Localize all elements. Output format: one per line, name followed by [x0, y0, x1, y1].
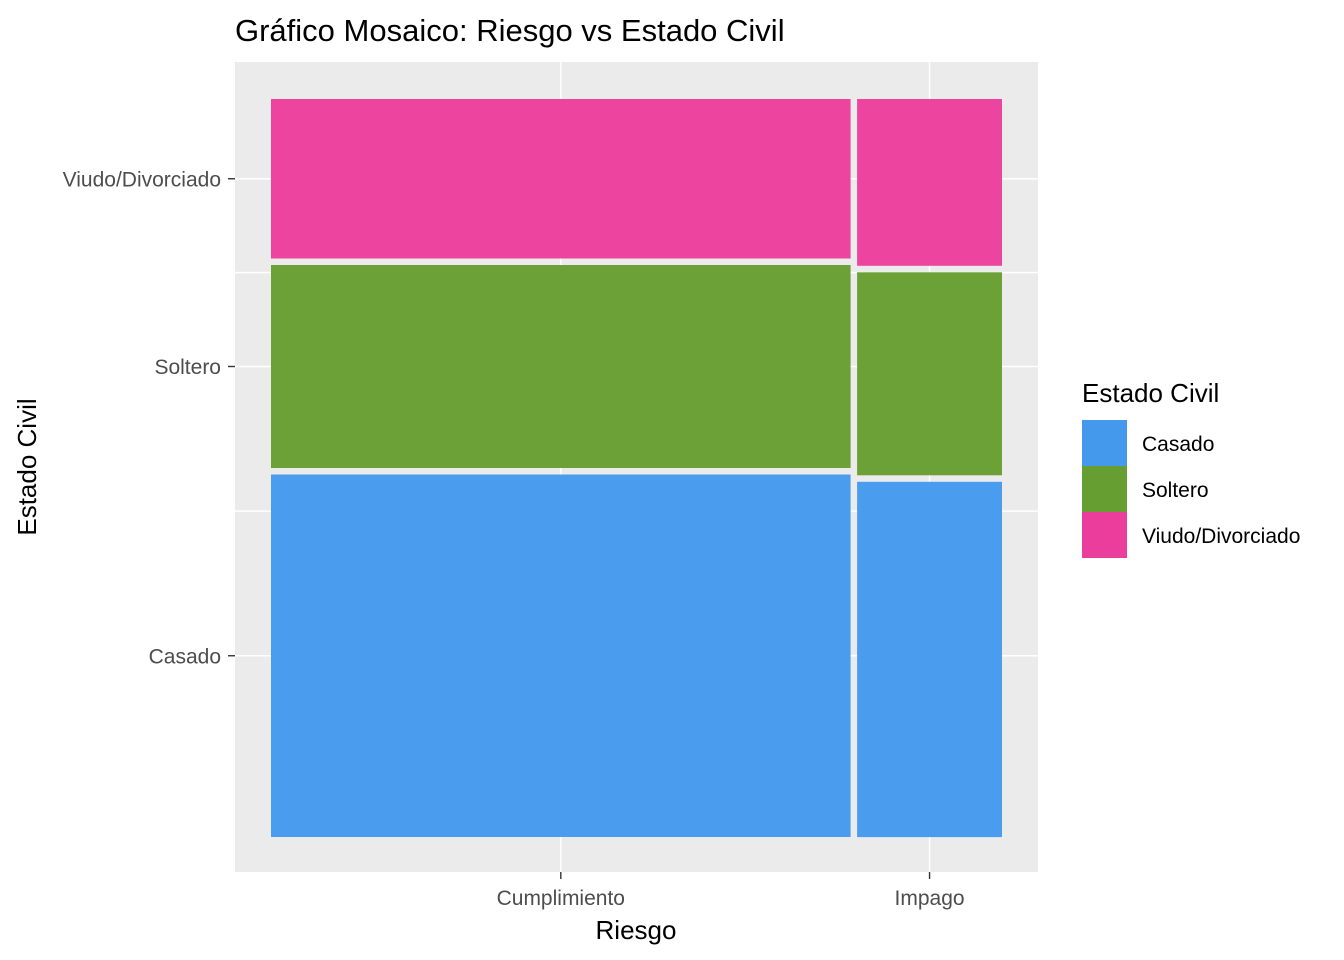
- y-tick-label-soltero: Soltero: [154, 356, 221, 379]
- tile-cumplimiento-viudo-divorciado: [271, 99, 851, 259]
- x-tick-label-impago: Impago: [895, 887, 965, 910]
- x-axis-title: Riesgo: [596, 915, 677, 945]
- chart-title: Gráfico Mosaico: Riesgo vs Estado Civil: [235, 13, 785, 48]
- mosaic-tiles: [271, 99, 1002, 838]
- legend-title: Estado Civil: [1082, 378, 1219, 408]
- tile-impago-casado: [857, 481, 1002, 838]
- y-tick-label-casado: Casado: [149, 645, 221, 668]
- tile-impago-soltero: [857, 272, 1002, 476]
- legend-key-casado: [1082, 420, 1127, 466]
- legend-label-viudo-divorciado: Viudo/Divorciado: [1142, 525, 1300, 548]
- legend-key-viudo-divorciado: [1082, 512, 1127, 558]
- x-axis: Cumplimiento Impago: [497, 872, 965, 910]
- y-axis-title: Estado Civil: [12, 398, 42, 535]
- y-tick-label-viudo-divorciado: Viudo/Divorciado: [63, 168, 221, 191]
- y-axis: Casado Soltero Viudo/Divorciado: [63, 168, 235, 668]
- tile-impago-viudo-divorciado: [857, 99, 1002, 266]
- tile-cumplimiento-casado: [271, 474, 851, 837]
- x-tick-label-cumplimiento: Cumplimiento: [497, 887, 625, 910]
- legend-key-soltero: [1082, 466, 1127, 512]
- legend-label-soltero: Soltero: [1142, 479, 1209, 502]
- legend-label-casado: Casado: [1142, 433, 1214, 456]
- legend: Estado Civil Casado Soltero Viudo/Divorcia…: [1082, 378, 1300, 558]
- tile-cumplimiento-soltero: [271, 265, 851, 468]
